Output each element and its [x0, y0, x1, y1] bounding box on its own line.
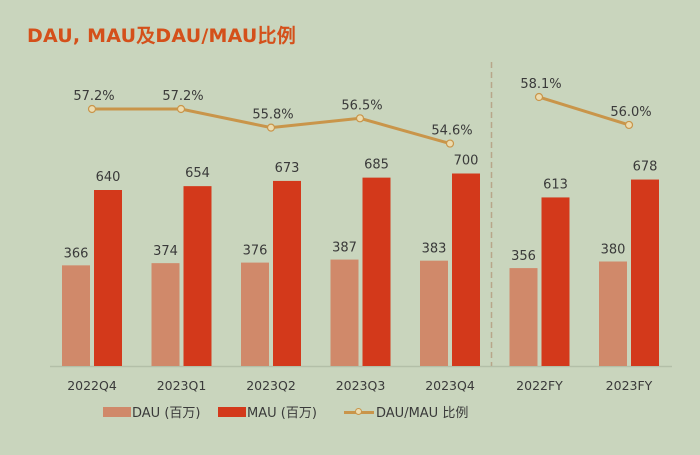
legend-label-mau: MAU (百万) [247, 406, 317, 421]
mau-swatch-icon [218, 406, 246, 417]
dau-bar [241, 262, 269, 366]
x-tick-label: 2023Q3 [336, 378, 386, 393]
mau-bar [631, 179, 659, 366]
x-tick-label: 2023FY [606, 378, 653, 393]
ratio-point [355, 114, 365, 123]
ratio-value-label: 56.0% [610, 105, 651, 120]
legend-item-mau: MAU (百万) [218, 402, 317, 421]
mau-bar [273, 180, 301, 366]
legend-label-ratio: DAU/MAU 比例 [376, 406, 469, 421]
mau-value-label: 685 [364, 158, 389, 173]
mau-bar [362, 177, 391, 366]
dau-value-label: 383 [422, 242, 447, 257]
ratio-point [87, 104, 97, 114]
legend: DAU (百万) MAU (百万) DAU/MAU 比例 [0, 402, 700, 422]
legend-item-ratio: DAU/MAU 比例 [344, 402, 468, 421]
mau-value-label: 678 [633, 160, 658, 175]
mau-value-label: 613 [543, 177, 568, 192]
ratio-value-label: 57.2% [73, 89, 114, 104]
dau-value-label: 356 [511, 249, 536, 264]
dau-value-label: 366 [64, 246, 89, 261]
dau-bar [62, 265, 90, 366]
ratio-value-label: 57.2% [162, 89, 203, 104]
line-marker-icon [344, 407, 374, 417]
legend-item-dau: DAU (百万) [103, 402, 200, 421]
dau-value-label: 376 [243, 244, 268, 259]
ratio-point [534, 92, 544, 102]
dau-swatch-icon [103, 406, 131, 417]
x-tick-label: 2023Q4 [425, 378, 475, 393]
mau-value-label: 700 [454, 154, 479, 169]
chart-canvas: 366 640 2022Q4 374 654 2023Q1 376 673 2023Q2 387 6… [50, 62, 672, 393]
ratio-value-label: 54.6% [431, 124, 472, 139]
dau-bar [509, 268, 538, 366]
ratio-point [176, 104, 186, 114]
dau-bar [330, 259, 359, 366]
dau-value-label: 387 [332, 241, 357, 256]
dau-value-label: 374 [153, 244, 178, 259]
ratio-point [445, 139, 455, 148]
ratio-point [624, 120, 634, 130]
x-tick-label: 2022Q4 [67, 378, 117, 393]
mau-bar [541, 197, 570, 366]
mau-bar [452, 173, 480, 366]
dau-bar [599, 261, 627, 366]
chart-title: DAU, MAU及DAU/MAU比例 [27, 25, 296, 47]
dau-bar [420, 260, 448, 366]
mau-bar [183, 186, 212, 366]
x-tick-label: 2023Q1 [157, 378, 207, 393]
ratio-line [538, 95, 630, 127]
mau-bar [94, 190, 122, 366]
ratio-value-label: 55.8% [252, 108, 293, 123]
mau-value-label: 640 [96, 170, 121, 185]
legend-label-dau: DAU (百万) [132, 406, 201, 421]
ratio-value-label: 58.1% [520, 77, 561, 92]
x-tick-label: 2022FY [516, 378, 563, 393]
dau-value-label: 380 [601, 243, 626, 258]
dau-bar [151, 263, 180, 366]
ratio-value-label: 56.5% [341, 98, 382, 113]
mau-value-label: 673 [275, 161, 300, 176]
mau-value-label: 654 [185, 166, 210, 181]
ratio-point [266, 123, 276, 132]
x-tick-label: 2023Q2 [246, 378, 296, 393]
